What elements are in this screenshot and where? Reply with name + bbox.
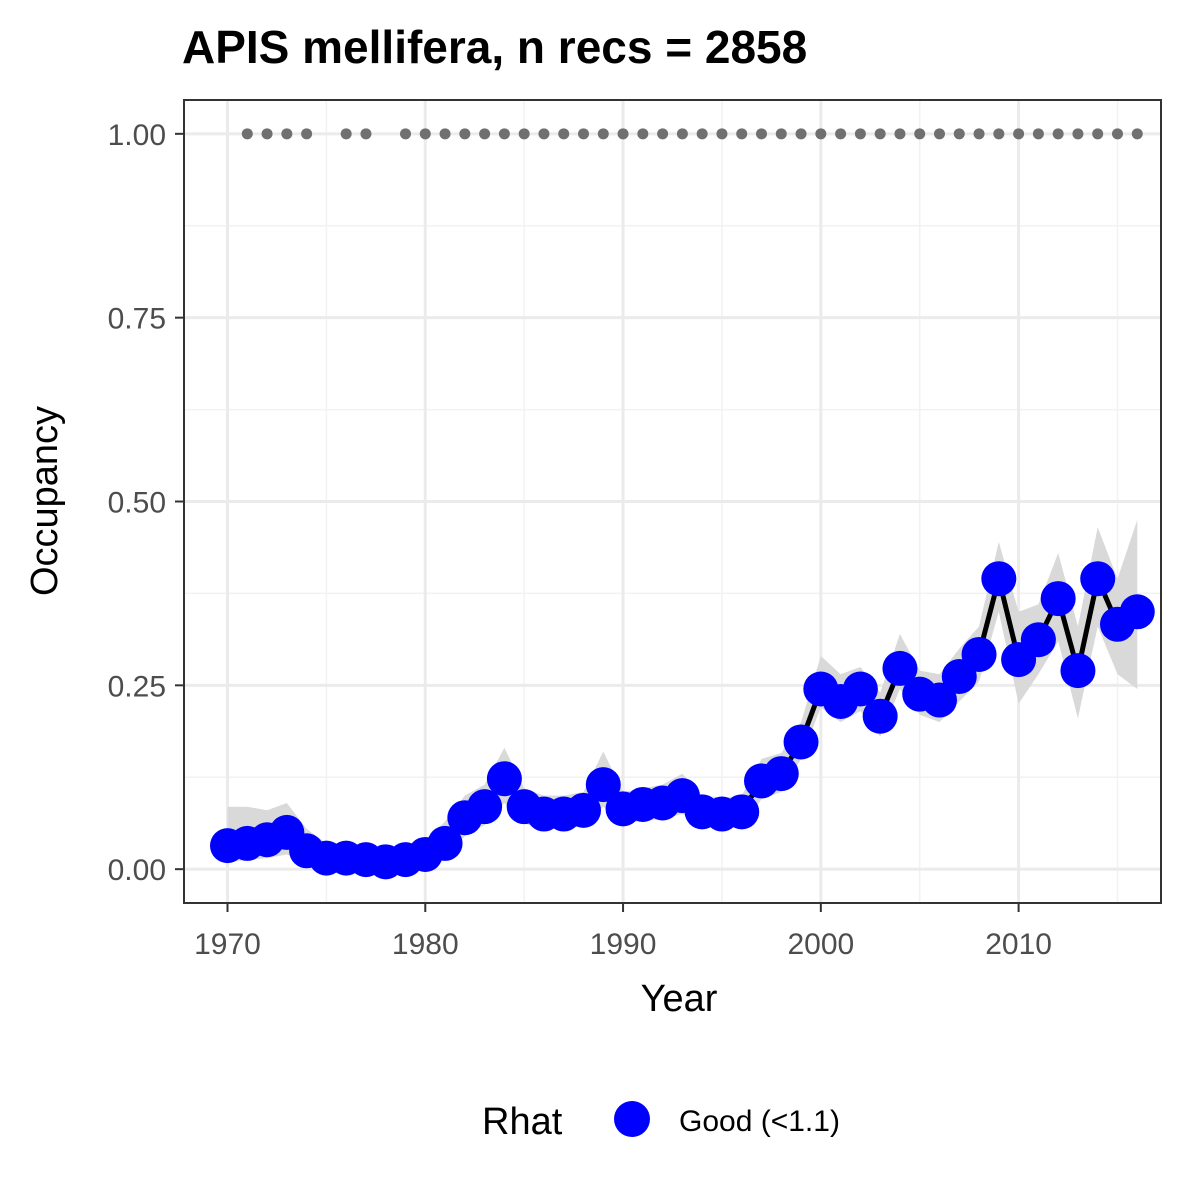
- data-point: [585, 767, 621, 803]
- detection-dot: [261, 128, 273, 140]
- y-tick-label: 0.00: [108, 854, 166, 887]
- data-point: [882, 650, 918, 686]
- data-point: [467, 789, 503, 825]
- y-tick-label: 0.25: [108, 670, 166, 703]
- detection-dot: [617, 128, 629, 140]
- x-axis: 1970 1980 1990 2000 2010: [194, 903, 1052, 961]
- data-point: [427, 825, 463, 861]
- detection-dot: [637, 128, 649, 140]
- detection-dot: [498, 128, 510, 140]
- detection-dot: [301, 128, 313, 140]
- detection-dot: [815, 128, 827, 140]
- occupancy-points: [210, 561, 1155, 880]
- detection-dot: [281, 128, 293, 140]
- detection-dot: [518, 128, 530, 140]
- detection-dot: [597, 128, 609, 140]
- data-point: [486, 761, 522, 797]
- x-axis-title: Year: [641, 978, 718, 1020]
- plot-panel: [183, 99, 1162, 904]
- legend-title: Rhat: [482, 1101, 563, 1143]
- detection-dot: [676, 128, 688, 140]
- detection-dot: [1092, 128, 1104, 140]
- data-point: [566, 792, 602, 828]
- data-point: [1040, 581, 1076, 617]
- data-point: [1020, 622, 1056, 658]
- detection-dot: [775, 128, 787, 140]
- x-tick-label: 2000: [787, 928, 854, 961]
- data-point: [961, 636, 997, 672]
- x-tick-label: 1990: [590, 928, 657, 961]
- detection-dot: [736, 128, 748, 140]
- detection-dot: [340, 128, 352, 140]
- detection-dot: [657, 128, 669, 140]
- detection-dot: [1111, 128, 1123, 140]
- detection-dot: [400, 128, 412, 140]
- detection-dot: [755, 128, 767, 140]
- data-point: [724, 794, 760, 830]
- data-point: [763, 756, 799, 792]
- detection-dot: [716, 128, 728, 140]
- detection-dot: [874, 128, 886, 140]
- data-point: [981, 561, 1017, 597]
- detection-dot: [953, 128, 965, 140]
- chart-title: APIS mellifera, n recs = 2858: [182, 21, 807, 73]
- detection-dot: [835, 128, 847, 140]
- legend-label-good: Good (<1.1): [679, 1105, 840, 1138]
- data-point: [842, 671, 878, 707]
- y-tick-label: 0.75: [108, 303, 166, 336]
- detection-dot: [993, 128, 1005, 140]
- x-tick-label: 1980: [392, 928, 459, 961]
- x-tick-label: 2010: [985, 928, 1052, 961]
- detection-dot: [558, 128, 570, 140]
- detection-dot: [439, 128, 451, 140]
- detection-dot: [479, 128, 491, 140]
- detection-dot: [1052, 128, 1064, 140]
- data-point: [1080, 561, 1116, 597]
- y-tick-label: 1.00: [108, 119, 166, 152]
- detection-dot: [1131, 128, 1143, 140]
- detection-dot: [578, 128, 590, 140]
- data-point: [921, 682, 957, 718]
- y-tick-label: 0.50: [108, 487, 166, 520]
- detection-dot: [854, 128, 866, 140]
- detection-dot: [1032, 128, 1044, 140]
- detection-dot: [914, 128, 926, 140]
- detection-dot: [973, 128, 985, 140]
- y-axis-title: Occupancy: [24, 406, 66, 596]
- detection-dot: [933, 128, 945, 140]
- detection-dot: [795, 128, 807, 140]
- detection-dot: [360, 128, 372, 140]
- detection-dot: [419, 128, 431, 140]
- x-tick-label: 1970: [194, 928, 261, 961]
- detection-dot: [894, 128, 906, 140]
- data-point: [783, 724, 819, 760]
- y-axis: 0.00 0.25 0.50 0.75 1.00: [108, 119, 184, 887]
- detection-dot: [241, 128, 253, 140]
- detection-dot: [1013, 128, 1025, 140]
- data-point: [1060, 653, 1096, 689]
- data-point: [1119, 594, 1155, 630]
- legend: Rhat Good (<1.1): [482, 1101, 840, 1143]
- detection-dot: [538, 128, 550, 140]
- detection-dots: [241, 128, 1143, 140]
- legend-key-good: [614, 1101, 650, 1137]
- detection-dot: [1072, 128, 1084, 140]
- detection-dot: [696, 128, 708, 140]
- detection-dot: [459, 128, 471, 140]
- data-point: [862, 698, 898, 734]
